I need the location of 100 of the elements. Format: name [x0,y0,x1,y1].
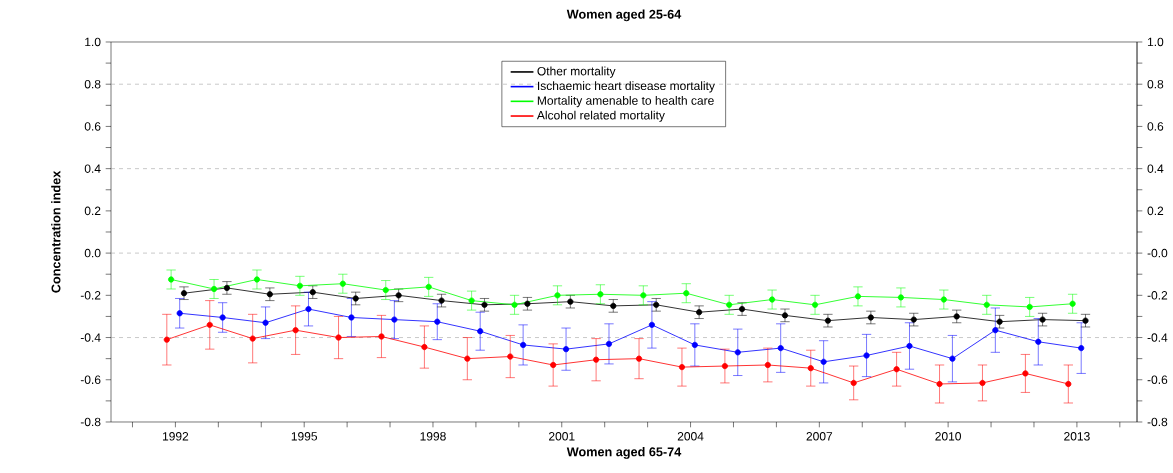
x-tick-label: 1998 [420,432,446,441]
point [168,276,175,283]
point [262,319,269,326]
x-tick-label: 1995 [291,432,318,441]
y2-tick-label: -0.0 [1147,248,1168,258]
point [992,327,999,334]
point [206,321,213,328]
point [726,301,733,308]
point [507,353,514,360]
point [1065,380,1072,388]
point [352,295,359,302]
point [605,340,613,347]
point [210,285,218,293]
point [421,343,428,351]
point [219,314,226,321]
x-tick-label: 2004 [677,432,704,441]
point [867,314,874,321]
y-tick-label: 1.0 [85,37,101,47]
point [983,301,990,308]
point [850,379,857,386]
point [811,301,819,308]
legend-label: Other mortality [537,66,616,78]
legend-label: Mortality amenable to health care [537,95,714,108]
point [820,358,827,365]
point [382,286,389,294]
point [292,327,299,334]
y-tick-label: 0.8 [84,79,101,89]
x-tick-label: 2013 [1064,432,1090,441]
point [163,336,170,343]
point [339,280,346,287]
point [807,365,814,372]
y-tick-label: -0.8 [80,417,101,427]
point [348,314,355,321]
point [640,292,647,299]
point [597,291,604,298]
y2-tick-label: -0.8 [1147,417,1168,427]
point [391,316,398,323]
legend-label: Ischaemic heart disease mortality [538,81,715,93]
y2-tick-label: 0.8 [1147,79,1164,89]
point [1026,303,1033,310]
y2-tick-label: 0.4 [1147,164,1164,173]
x-tick-label: 1992 [162,432,189,441]
point [1078,345,1085,352]
point [593,356,600,363]
point [769,296,776,303]
y2-tick-label: -0.2 [1147,291,1168,300]
point [550,361,557,369]
y2-tick-label: -0.6 [1147,375,1168,385]
point [953,313,960,320]
point [425,283,432,290]
point [897,294,904,301]
point [764,361,771,369]
x-tick-label: 2007 [806,432,833,441]
point [464,355,471,362]
point [691,341,698,348]
point [648,321,655,328]
x-tick-label: 2010 [935,432,961,441]
chart-title: Women aged 25-64 [566,9,682,22]
point [854,293,862,300]
point [734,349,741,356]
point [378,333,385,340]
point [1035,338,1042,345]
point [683,290,690,297]
point [863,352,870,359]
legend-label: Alcohol related mortality [536,110,665,122]
y2-tick-label: 0.6 [1147,122,1164,131]
point [635,355,643,362]
y2-tick-label: 1.0 [1147,37,1164,47]
point [940,296,947,303]
point [721,362,728,370]
y-axis-title: Concentration index [51,170,61,293]
point [305,305,312,313]
y2-tick-label: 0.2 [1147,206,1164,216]
point [296,282,303,289]
point [468,297,475,304]
point [949,355,956,362]
point [979,379,986,386]
x-tick-label: 2001 [549,432,575,441]
point [777,345,784,352]
point [335,334,342,341]
y-tick-label: 0.4 [84,164,101,173]
y-tick-label: -0.6 [80,375,101,385]
point [176,310,183,317]
point [249,335,256,342]
point [1022,370,1029,377]
point [253,276,261,283]
y-tick-label: 0.6 [84,122,101,131]
point [520,341,527,348]
y-tick-label: -0.4 [80,333,101,342]
point [562,346,570,353]
point [554,292,561,299]
point [477,328,484,335]
point [434,318,441,325]
point [936,380,943,388]
y-tick-label: -0.2 [80,291,101,300]
y-tick-label: 0.2 [84,206,101,216]
point [1069,300,1076,307]
y-tick-label: 0.0 [84,248,101,258]
point [893,366,900,373]
point [906,342,913,350]
